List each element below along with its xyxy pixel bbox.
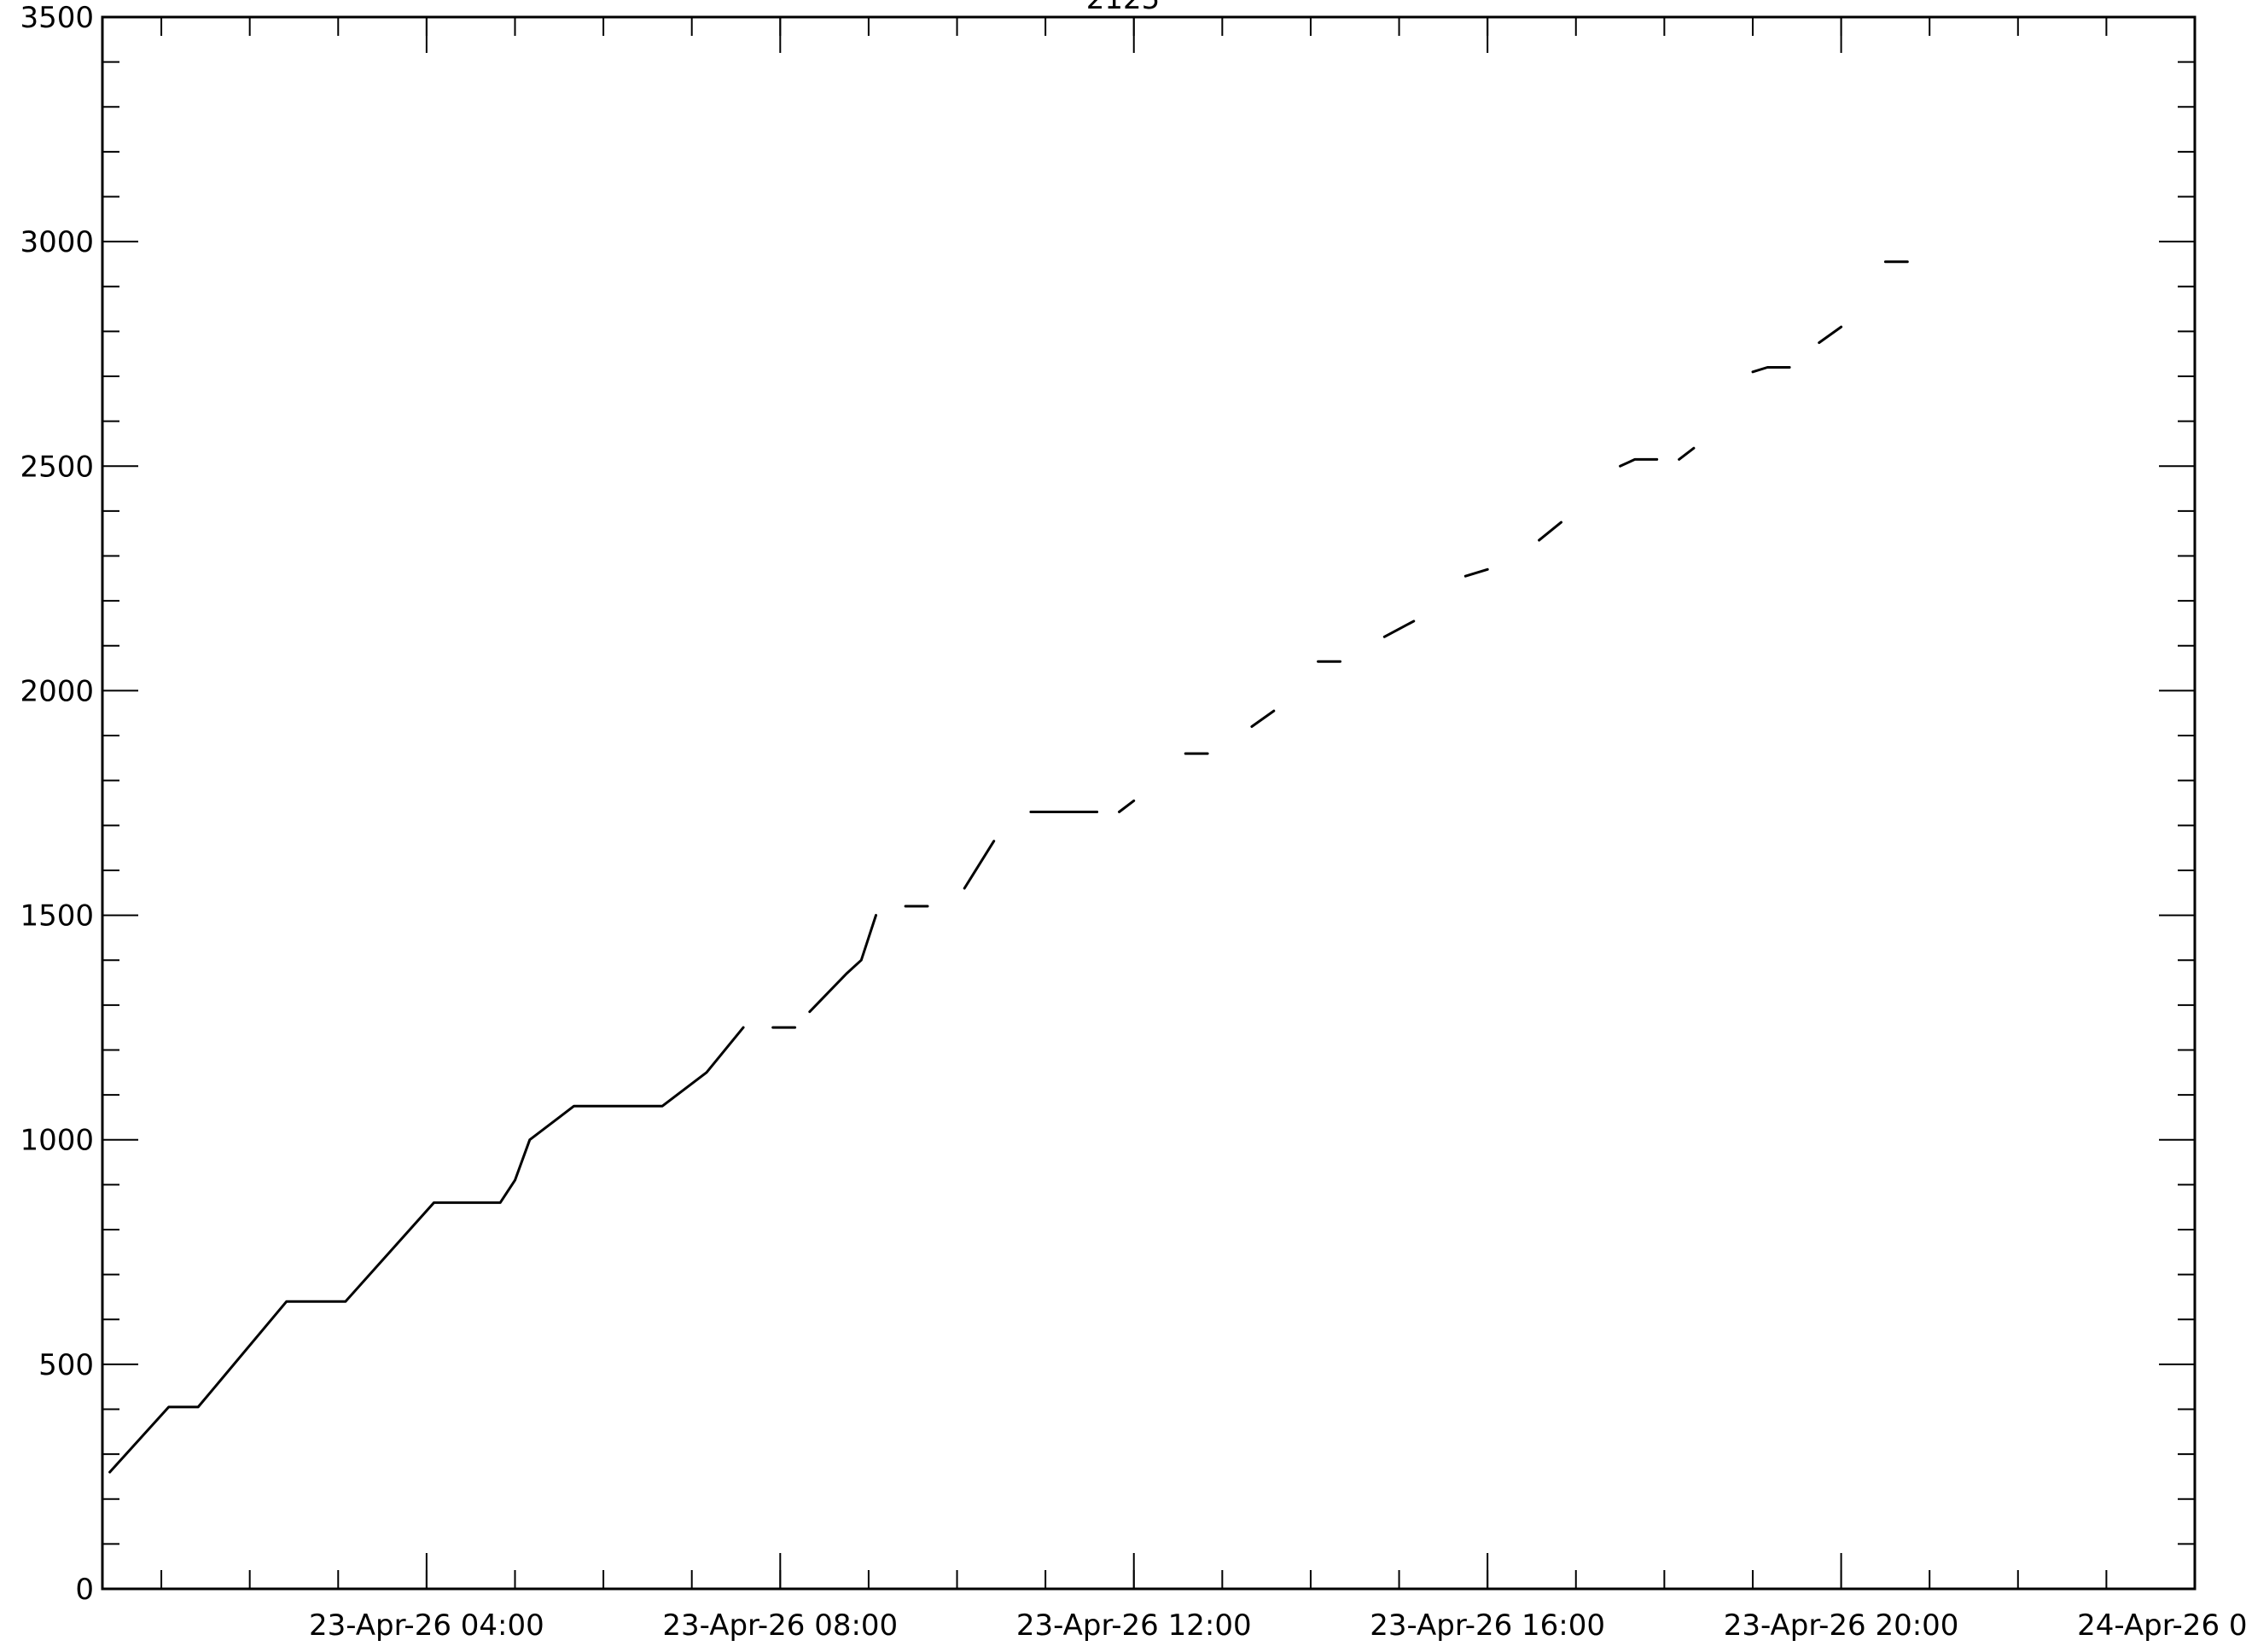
x-tick-label: 23-Apr-26 20:00 xyxy=(1724,1608,1959,1643)
series-segment-15 xyxy=(1751,366,1791,374)
series-segment-0 xyxy=(108,1026,745,1474)
series-layer xyxy=(108,260,1909,1474)
series-segment-11 xyxy=(1463,567,1489,578)
y-tick-label: 0 xyxy=(75,1573,94,1607)
y-tick-label: 3500 xyxy=(20,1,94,35)
series-segment-10 xyxy=(1382,620,1416,638)
y-tick-label: 500 xyxy=(38,1348,94,1382)
series-segment-4 xyxy=(963,840,996,890)
series-segment-12 xyxy=(1538,521,1562,542)
y-tick-label: 1000 xyxy=(20,1124,94,1158)
x-tick-label: 23-Apr-26 04:00 xyxy=(309,1608,544,1643)
series-segment-14 xyxy=(1678,446,1696,461)
y-tick-label: 3000 xyxy=(20,225,94,259)
series-segment-2 xyxy=(808,914,877,1014)
y-tick-label: 2000 xyxy=(20,674,94,708)
x-tick-label: 23-Apr-26 12:00 xyxy=(1016,1608,1252,1643)
x-tick-label: 23-Apr-26 16:00 xyxy=(1370,1608,1605,1643)
label-layer: 0 500 1000 1500 2000 2500 3000 3500 23-Apr-26 04… xyxy=(20,1,2246,1643)
tick-layer xyxy=(102,16,2196,1590)
series-segment-8 xyxy=(1250,709,1276,728)
plot-frame xyxy=(101,15,2197,1591)
x-tick-label: 23-Apr-26 08:00 xyxy=(662,1608,898,1643)
y-tick-label: 2500 xyxy=(20,450,94,484)
series-segment-13 xyxy=(1619,457,1659,468)
chart-title: 2125 xyxy=(1086,0,1161,16)
x-tick-label: 24-Apr-26 00:00 xyxy=(2077,1608,2246,1643)
y-tick-label: 1500 xyxy=(20,899,94,934)
series-segment-16 xyxy=(1818,325,1843,345)
series-segment-6 xyxy=(1118,799,1136,813)
